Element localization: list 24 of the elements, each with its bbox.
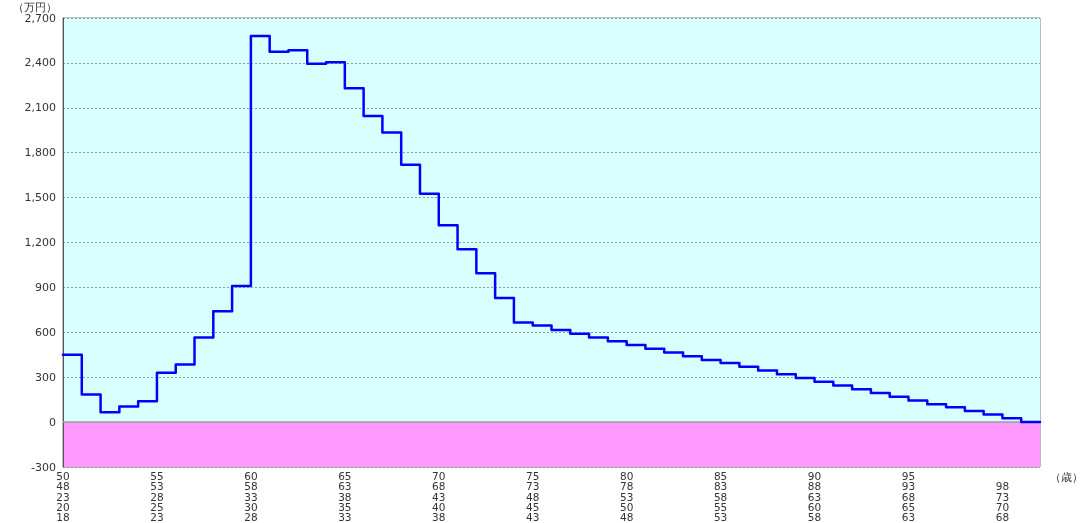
y-tick-label: 900 [35, 280, 56, 294]
y-tick-label: 1,800 [24, 146, 56, 160]
x-tick-label: 80 78 53 50 48 [619, 470, 634, 523]
x-tick-label: 60 58 33 30 28 [244, 470, 258, 523]
y-tick-label: 2,700 [24, 11, 56, 25]
x-tick-label: 50 48 23 20 18 [56, 470, 70, 523]
x-tick-label: 65 63 38 35 33 [338, 470, 352, 523]
x-tick-label: 85 83 58 55 53 [713, 470, 728, 523]
y-tick-label: 600 [35, 325, 56, 339]
y-tick-label: 2,400 [24, 56, 56, 70]
x-tick-label: 70 68 43 40 38 [432, 470, 446, 523]
y-tick-label: 1,200 [24, 236, 56, 249]
y-tick-label: 2,100 [24, 101, 56, 115]
x-tick-label: 95 93 68 65 63 [901, 470, 916, 523]
x-axis-title: （歳） [1050, 471, 1083, 484]
y-tick-label: 300 [35, 370, 56, 384]
x-tick-label: 75 73 48 45 43 [526, 470, 540, 523]
y-tick-label: 0 [49, 415, 56, 429]
x-tick-label: 55 53 28 25 23 [150, 470, 164, 523]
y-tick-label: 1,500 [24, 191, 56, 205]
x-tick-label: 98 73 70 68 [995, 480, 1010, 523]
x-tick-label: 90 88 63 60 58 [807, 470, 822, 523]
y-axis-title: （万円） [13, 0, 57, 14]
y-tick-label: -300 [31, 460, 56, 474]
